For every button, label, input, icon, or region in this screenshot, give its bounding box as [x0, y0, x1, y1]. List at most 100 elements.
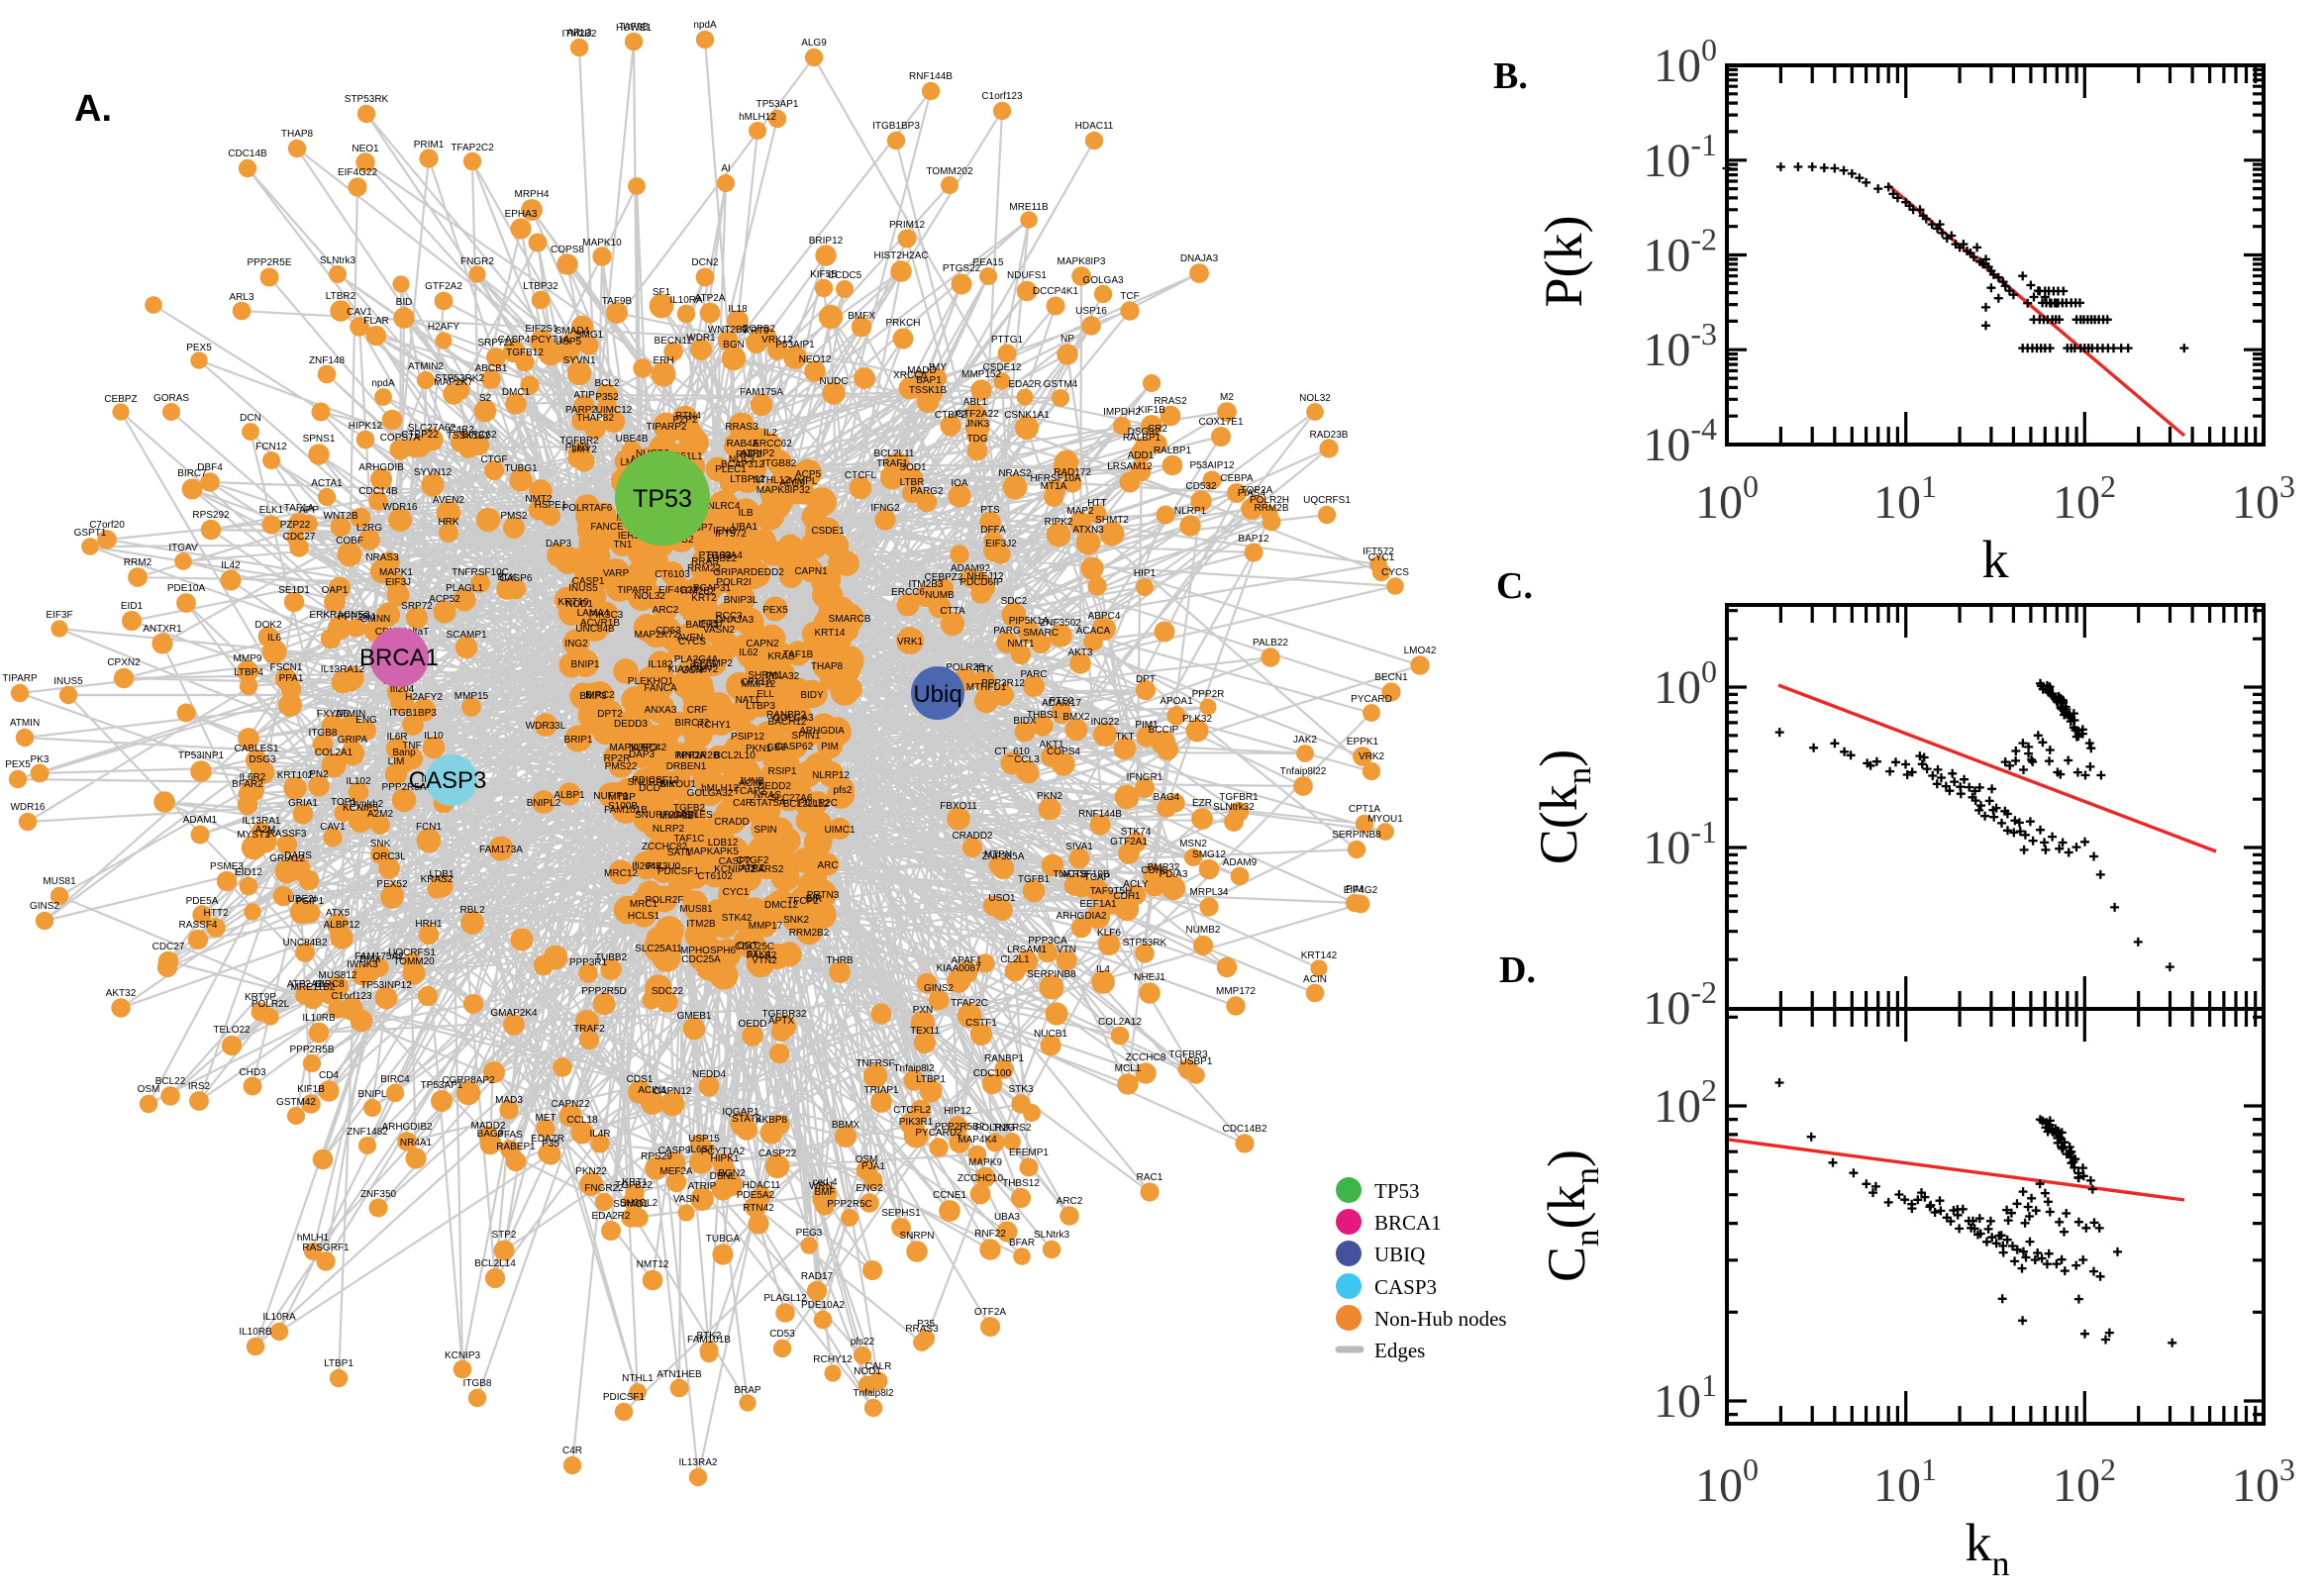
svg-text:CDC27: CDC27: [152, 942, 185, 952]
svg-text:ACP5: ACP5: [795, 469, 822, 480]
svg-text:BCL2: BCL2: [594, 378, 619, 389]
svg-text:NLRP2: NLRP2: [653, 824, 685, 835]
svg-text:COPB2: COPB2: [742, 324, 775, 335]
svg-text:SMARC: SMARC: [1023, 628, 1059, 639]
svg-text:POLR2C: POLR2C: [798, 798, 838, 809]
svg-text:GRIPA: GRIPA: [338, 735, 368, 746]
svg-text:TRAF1: TRAF1: [876, 458, 908, 469]
svg-text:SEPHS1: SEPHS1: [881, 1208, 921, 1219]
svg-text:BAG3: BAG3: [477, 1129, 504, 1140]
svg-text:Ifi204: Ifi204: [390, 684, 415, 695]
svg-text:SPIN1: SPIN1: [792, 731, 821, 742]
svg-text:IFNG2: IFNG2: [870, 503, 900, 514]
svg-text:P35: P35: [917, 1319, 935, 1330]
svg-text:TGFBR3: TGFBR3: [1168, 1049, 1208, 1060]
svg-text:BACH1: BACH1: [685, 620, 719, 631]
svg-text:SLNtrk3: SLNtrk3: [320, 255, 356, 266]
svg-text:SNK: SNK: [370, 839, 391, 849]
svg-text:BIRC7: BIRC7: [177, 468, 207, 479]
svg-text:CDH1: CDH1: [1113, 891, 1141, 902]
svg-text:CTBP2: CTBP2: [935, 410, 967, 421]
svg-text:PRKCH: PRKCH: [885, 318, 920, 329]
svg-text:UBIQ: UBIQ: [1374, 1243, 1425, 1266]
svg-text:SNURF: SNURF: [628, 777, 661, 788]
svg-text:POLR2F: POLR2F: [646, 895, 684, 906]
svg-text:TCF: TCF: [1120, 291, 1139, 302]
svg-text:PSIP12: PSIP12: [731, 732, 764, 743]
svg-text:NOL32: NOL32: [1299, 393, 1331, 404]
svg-text:ATMIN: ATMIN: [10, 718, 40, 729]
svg-text:DCCP4K1: DCCP4K1: [1033, 286, 1079, 297]
svg-text:MPHOSPH6: MPHOSPH6: [680, 946, 737, 956]
svg-text:GRIPARDEDD2: GRIPARDEDD2: [713, 567, 784, 578]
svg-text:APAF1: APAF1: [952, 955, 982, 966]
svg-text:USP7: USP7: [687, 523, 714, 534]
svg-text:GB6: GB6: [766, 743, 786, 753]
svg-text:STK3: STK3: [1008, 1084, 1033, 1095]
svg-text:103: 103: [2232, 468, 2295, 529]
svg-text:CT6102: CT6102: [697, 871, 733, 882]
svg-text:GMAP2K4: GMAP2K4: [490, 1008, 538, 1019]
svg-text:JMY2: JMY2: [571, 445, 597, 455]
svg-text:IL10: IL10: [424, 731, 444, 742]
svg-text:PEX52: PEX52: [376, 879, 408, 890]
svg-text:PYCARD2: PYCARD2: [915, 1128, 962, 1139]
svg-text:TGFB12: TGFB12: [506, 348, 544, 358]
svg-text:MMP15: MMP15: [454, 691, 489, 702]
svg-text:DPT2: DPT2: [597, 709, 623, 720]
svg-text:Tnfaip8l2: Tnfaip8l2: [853, 1388, 894, 1399]
svg-text:ELL: ELL: [757, 689, 774, 700]
svg-text:RRM2: RRM2: [124, 557, 152, 568]
svg-text:LAMA4: LAMA4: [577, 608, 610, 619]
svg-text:pfs22: pfs22: [851, 1337, 875, 1347]
svg-text:CAPN12: CAPN12: [654, 1086, 692, 1097]
svg-text:BECN12: BECN12: [655, 336, 693, 347]
svg-text:ARHGDIB: ARHGDIB: [358, 462, 404, 473]
svg-text:C1orf123: C1orf123: [331, 991, 372, 1002]
svg-text:PPP2R5A: PPP2R5A: [381, 782, 426, 793]
svg-text:COL2A12: COL2A12: [1098, 1017, 1142, 1028]
svg-text:RRAS2: RRAS2: [1154, 396, 1187, 407]
svg-text:CTBP22: CTBP22: [401, 430, 439, 441]
svg-text:P(k): P(k): [1534, 216, 1593, 308]
svg-text:RRAS3: RRAS3: [905, 1324, 939, 1335]
svg-text:ZCCHC10: ZCCHC10: [958, 1173, 1004, 1184]
svg-text:MMP172: MMP172: [1216, 986, 1256, 997]
svg-text:AI: AI: [721, 163, 730, 174]
svg-text:LTBP3: LTBP3: [746, 701, 775, 712]
svg-text:JAK2: JAK2: [1293, 735, 1317, 746]
svg-text:C4R2: C4R2: [449, 425, 474, 436]
svg-text:ITM2B2: ITM2B2: [561, 29, 596, 40]
svg-text:TGFBR2: TGFBR2: [559, 436, 599, 447]
svg-text:CPT1A: CPT1A: [1349, 804, 1381, 815]
svg-text:TOMM20: TOMM20: [393, 956, 435, 967]
svg-text:RAC1: RAC1: [1137, 1172, 1163, 1183]
svg-text:FAM173A: FAM173A: [479, 845, 523, 855]
svg-text:SDC2: SDC2: [1001, 596, 1028, 607]
svg-text:WDR1: WDR1: [686, 333, 716, 344]
svg-text:EIF3J2: EIF3J2: [985, 539, 1017, 549]
svg-text:SERPINB8: SERPINB8: [1027, 969, 1076, 980]
svg-text:SMG1: SMG1: [575, 330, 604, 341]
svg-text:TP53INP1: TP53INP1: [178, 750, 225, 761]
svg-text:LTBR2: LTBR2: [326, 291, 356, 302]
svg-text:CR2: CR2: [1148, 424, 1167, 435]
svg-text:FAM175A2: FAM175A2: [354, 951, 404, 962]
svg-text:PIM: PIM: [821, 742, 839, 752]
svg-text:ZNF3502: ZNF3502: [1040, 618, 1081, 629]
svg-text:NUMB2: NUMB2: [1185, 925, 1220, 936]
svg-text:MMP9: MMP9: [234, 653, 262, 664]
svg-text:PTS: PTS: [980, 505, 1000, 516]
svg-text:PPP2R5B: PPP2R5B: [289, 1045, 334, 1055]
svg-text:KRAS: KRAS: [767, 651, 795, 662]
svg-text:CAPN1: CAPN1: [794, 566, 828, 577]
svg-text:ERCC6: ERCC6: [891, 587, 925, 598]
svg-text:EPHA3: EPHA3: [505, 209, 538, 220]
svg-text:PPP2R4: PPP2R4: [338, 612, 376, 623]
svg-text:P352: P352: [595, 392, 619, 403]
svg-text:CYC1: CYC1: [1368, 552, 1395, 563]
svg-text:RANBP2: RANBP2: [766, 710, 806, 721]
svg-text:FCN12: FCN12: [255, 442, 287, 452]
svg-text:DMC12: DMC12: [764, 900, 798, 911]
svg-text:RNF144B: RNF144B: [1078, 809, 1122, 820]
